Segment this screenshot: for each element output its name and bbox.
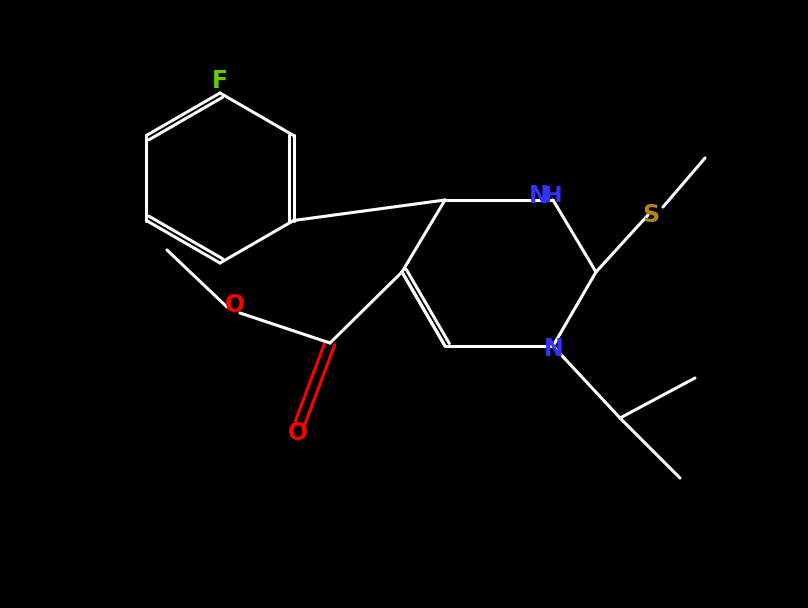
Text: S: S xyxy=(642,203,659,227)
Text: F: F xyxy=(212,69,228,93)
Text: O: O xyxy=(225,293,245,317)
Text: N: N xyxy=(544,337,564,361)
Text: O: O xyxy=(288,421,308,445)
Text: N: N xyxy=(529,184,549,208)
Text: H: H xyxy=(544,186,562,206)
